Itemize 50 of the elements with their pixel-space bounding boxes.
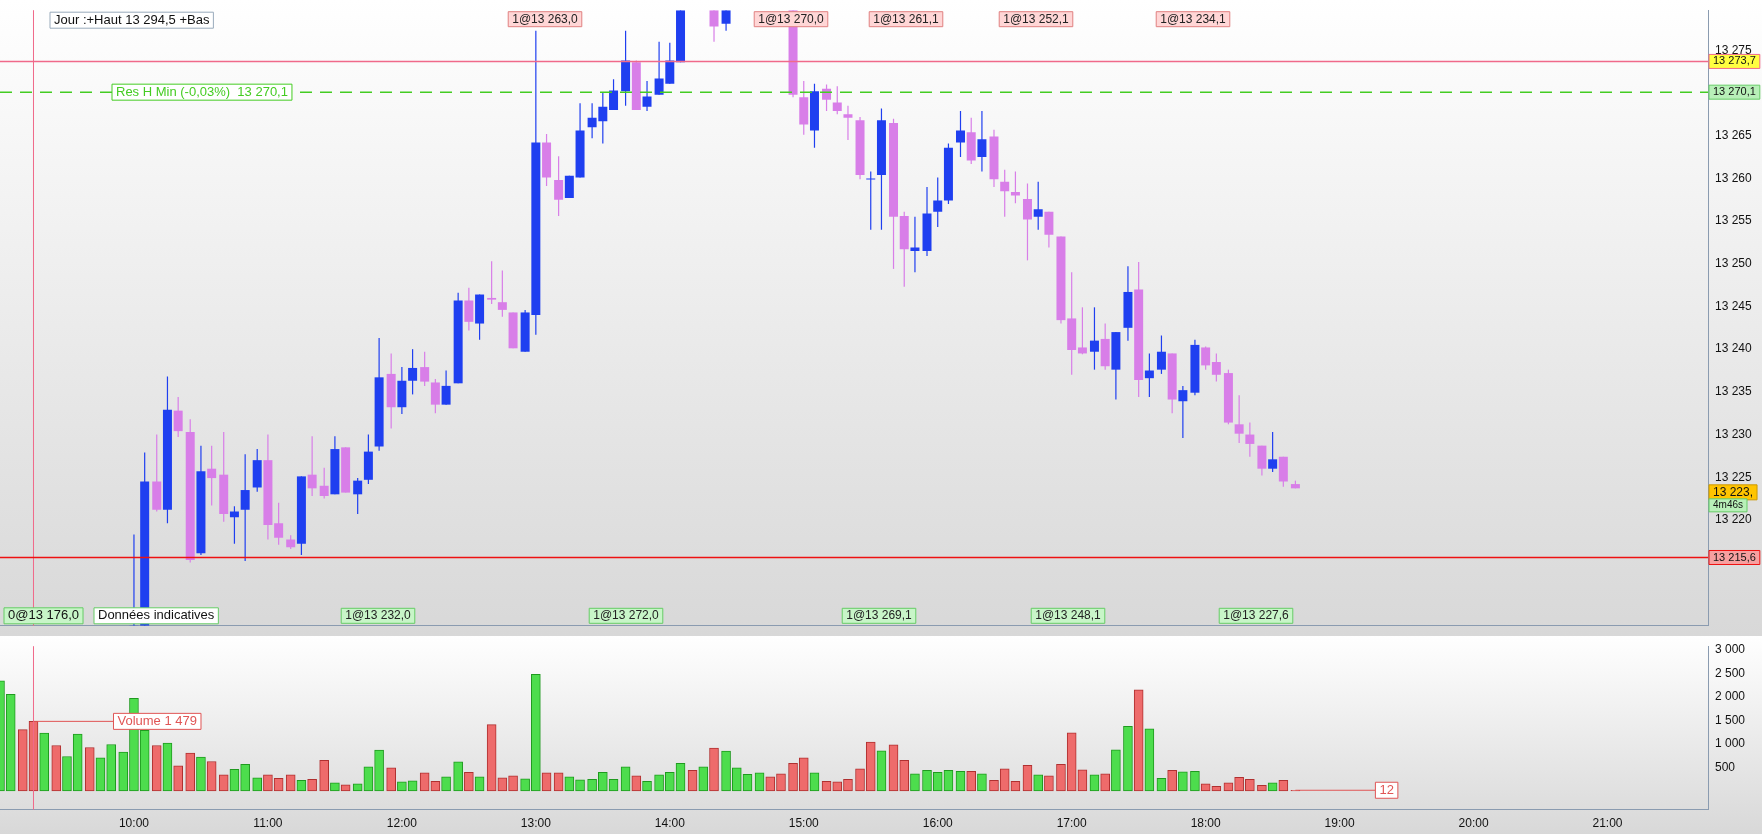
- x-tick-label: 16:00: [922, 816, 954, 831]
- annotation: 1@13 227,6: [1223, 608, 1290, 623]
- annotation: 12: [1379, 781, 1394, 797]
- x-tick-label: 14:00: [654, 816, 686, 831]
- annotation: 1@13 232,0: [345, 608, 412, 623]
- x-tick-label: 11:00: [253, 816, 283, 831]
- annotation: 1@13 252,1: [1003, 11, 1070, 26]
- y-tick-label: 13 250: [1715, 256, 1753, 271]
- annotation: 1@13 263,0: [512, 11, 579, 26]
- y-tick-label: 13 235: [1715, 384, 1753, 399]
- annotation: 1@13 234,1: [1160, 11, 1227, 26]
- y-tick-label: 13 225: [1715, 469, 1753, 484]
- x-tick-label: 21:00: [1592, 816, 1623, 831]
- y-tick-label: 13 220: [1715, 512, 1753, 527]
- x-tick-label: 13:00: [520, 816, 552, 831]
- annotation: Jour :+Haut 13 294,5 +Bas: [54, 11, 210, 27]
- y-tick-label: 13 260: [1715, 170, 1753, 185]
- annotation: 0@13 176,0: [8, 607, 80, 623]
- ref-line-label: 13 215,6: [1713, 550, 1756, 563]
- x-tick-label: 17:00: [1056, 816, 1088, 831]
- y-tick-label: 1 000: [1715, 736, 1746, 751]
- text: 13 223,: [1713, 484, 1754, 499]
- text: 4m46s: [1713, 499, 1744, 511]
- x-tick-label: 10:00: [118, 816, 150, 831]
- y-tick-label: 2 500: [1715, 665, 1746, 680]
- y-tick-label: 13 255: [1715, 213, 1753, 228]
- annotation: Données indicatives: [98, 607, 215, 623]
- annotation: 1@13 269,1: [846, 608, 913, 623]
- ref-line-label: 13 273,7: [1713, 54, 1756, 67]
- x-tick-label: 18:00: [1190, 816, 1221, 831]
- x-tick-label: 12:00: [386, 816, 418, 831]
- y-tick-label: 500: [1715, 759, 1736, 774]
- annotation: Volume 1 479: [117, 712, 198, 728]
- annotation: 1@13 272,0: [593, 608, 660, 623]
- annotation: 1@13 248,1: [1035, 608, 1102, 623]
- y-tick-label: 2 000: [1715, 689, 1746, 704]
- x-tick-label: 15:00: [788, 816, 820, 831]
- y-tick-label: 3 000: [1715, 642, 1746, 657]
- x-tick-label: 19:00: [1324, 816, 1355, 831]
- y-tick-label: 13 275: [1715, 42, 1753, 57]
- y-tick-label: 13 265: [1715, 128, 1753, 143]
- ref-line-label: Res H Min (-0,03%) 13 270,1: [116, 83, 288, 99]
- y-tick-label: 13 245: [1715, 298, 1753, 313]
- y-tick-label: 13 240: [1715, 341, 1753, 356]
- y-tick-label: 13 230: [1715, 426, 1753, 441]
- x-tick-label: 20:00: [1458, 816, 1489, 831]
- text: 13 270,1: [1713, 85, 1756, 98]
- annotation: 1@13 261,1: [873, 11, 940, 26]
- annotation: 1@13 270,0: [758, 11, 825, 26]
- y-tick-label: 1 500: [1715, 712, 1746, 727]
